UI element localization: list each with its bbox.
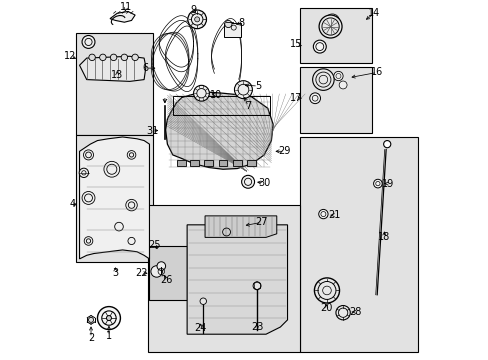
Circle shape [157,262,165,270]
Text: 31: 31 [145,126,158,135]
Circle shape [383,140,390,148]
Circle shape [97,307,120,329]
Circle shape [121,54,127,60]
Text: 7: 7 [244,102,251,112]
Circle shape [82,36,95,48]
Text: 2: 2 [88,333,94,343]
Circle shape [132,54,138,60]
Text: 9: 9 [190,5,196,15]
Circle shape [193,85,209,101]
Text: 24: 24 [194,323,206,333]
Text: 12: 12 [64,51,77,61]
Text: 10: 10 [210,90,222,100]
Circle shape [373,179,382,188]
Bar [247,160,255,166]
Text: 14: 14 [367,8,380,18]
Text: 27: 27 [255,217,267,227]
Text: 26: 26 [160,275,172,285]
Circle shape [253,282,261,290]
Text: 30: 30 [258,178,270,188]
Text: 13: 13 [111,70,123,80]
Text: 23: 23 [250,322,263,332]
Bar [147,205,300,352]
Text: 28: 28 [348,307,361,317]
Bar [149,246,187,300]
Circle shape [89,54,95,60]
Text: 6: 6 [142,63,149,73]
Bar [218,160,227,166]
Circle shape [234,81,252,99]
Circle shape [312,69,333,90]
Text: 1: 1 [106,331,112,341]
Bar [300,137,418,352]
Bar [177,160,185,166]
Text: 8: 8 [238,18,244,28]
Circle shape [309,93,320,104]
Bar [300,8,371,63]
Text: 3: 3 [112,267,118,278]
Circle shape [314,278,339,303]
Polygon shape [187,225,287,334]
Circle shape [313,40,325,53]
Bar [190,160,198,166]
Circle shape [151,266,162,277]
Text: 16: 16 [370,67,383,77]
Polygon shape [80,137,149,259]
Circle shape [325,14,339,28]
Bar [204,160,212,166]
Circle shape [88,318,93,322]
Bar [233,160,241,166]
Text: 25: 25 [148,240,161,250]
Text: 17: 17 [290,93,302,103]
Circle shape [200,298,206,305]
Text: 21: 21 [327,210,340,220]
Text: 29: 29 [278,146,290,156]
Bar [300,67,371,134]
Circle shape [79,168,88,177]
Text: 20: 20 [320,303,332,314]
Circle shape [224,21,231,28]
Polygon shape [165,92,273,169]
Circle shape [194,17,199,22]
Circle shape [241,175,254,188]
Bar [76,33,153,135]
Text: 5: 5 [254,81,261,91]
Text: 15: 15 [290,40,302,49]
Polygon shape [80,56,145,81]
Circle shape [333,71,343,81]
Bar [223,23,241,37]
Text: 4: 4 [70,199,76,210]
Text: 11: 11 [120,2,132,12]
Text: 18: 18 [377,232,390,242]
Bar [76,135,153,262]
Polygon shape [110,12,135,22]
Circle shape [110,54,117,60]
Circle shape [339,81,346,89]
Circle shape [100,54,106,60]
Polygon shape [204,216,276,237]
Circle shape [335,306,349,320]
Circle shape [318,210,327,219]
Text: 19: 19 [381,179,393,189]
Circle shape [106,316,111,320]
Text: 22: 22 [135,268,147,278]
Bar [172,96,269,116]
Circle shape [187,10,206,29]
Circle shape [319,15,341,38]
